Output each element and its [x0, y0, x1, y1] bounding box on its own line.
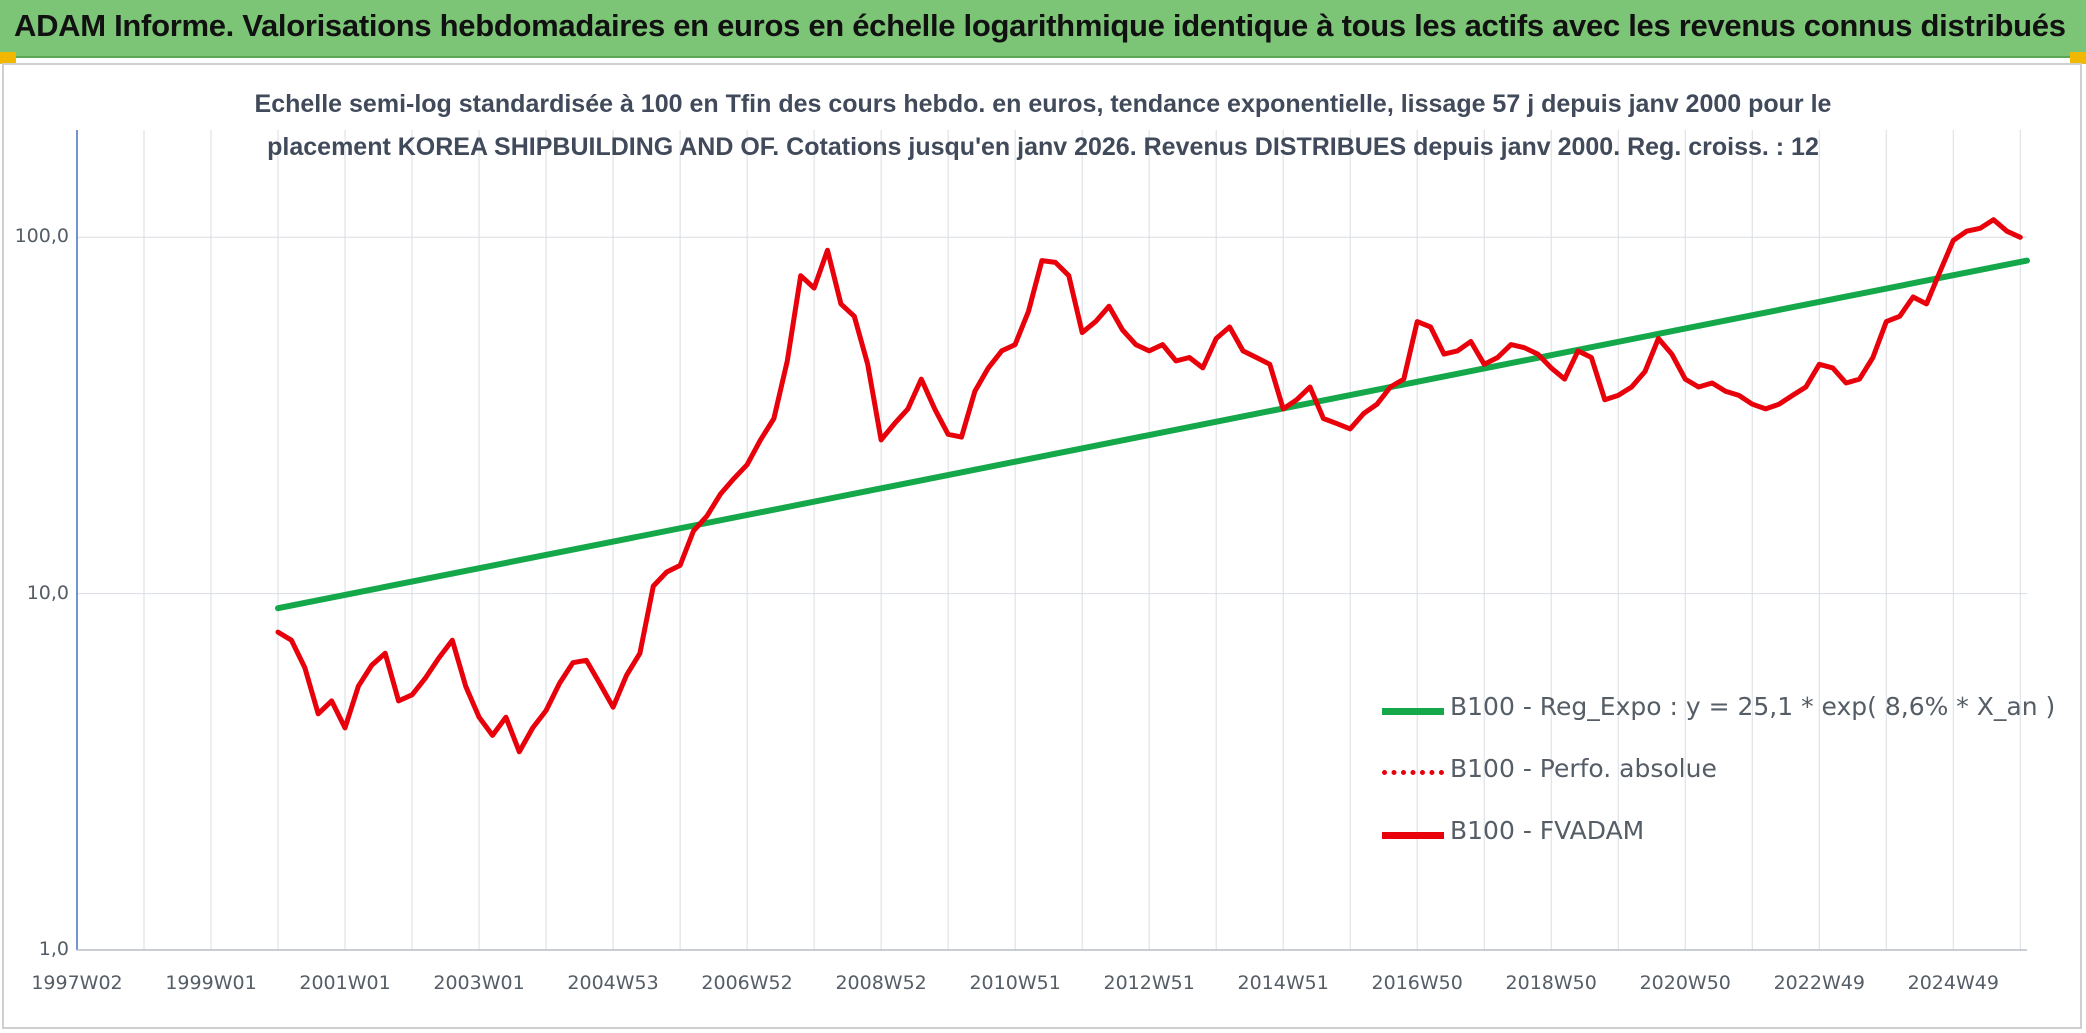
x-tick-label: 1997W02 [31, 972, 123, 994]
page-title: ADAM Informe. Valorisations hebdomadaire… [14, 8, 2066, 43]
x-tick-label: 1999W01 [165, 972, 257, 994]
legend-label-trend: B100 - Reg_Expo : y = 25,1 * exp( 8,6% *… [1450, 692, 2056, 721]
x-tick-label: 2003W01 [433, 972, 525, 994]
x-tick-label: 2006W52 [701, 972, 793, 994]
x-tick-label: 2022W49 [1773, 972, 1865, 994]
chart-subtitle-line-2: placement KOREA SHIPBUILDING AND OF. Cot… [267, 133, 1819, 161]
legend-item-trend: B100 - Reg_Expo : y = 25,1 * exp( 8,6% *… [1382, 684, 2055, 746]
corner-mark-left [0, 52, 16, 64]
legend-swatch-perfo [1382, 770, 1444, 775]
legend-swatch-trend [1382, 708, 1444, 715]
x-tick-label: 2020W50 [1639, 972, 1731, 994]
x-tick-label: 2001W01 [299, 972, 391, 994]
x-tick-label: 2008W52 [835, 972, 927, 994]
y-tick-label: 1,0 [38, 938, 69, 960]
series-line-fvadam [275, 217, 2023, 755]
x-tick-label: 2016W50 [1371, 972, 1463, 994]
chart-legend: B100 - Reg_Expo : y = 25,1 * exp( 8,6% *… [1382, 684, 2055, 870]
chart-frame [2, 63, 2082, 1029]
legend-item-perfo: B100 - Perfo. absolue [1382, 746, 1982, 808]
x-tick-label: 2018W50 [1505, 972, 1597, 994]
legend-label-fvadam: B100 - FVADAM [1450, 816, 1645, 845]
legend-label-perfo: B100 - Perfo. absolue [1450, 754, 1717, 783]
legend-swatch-fvadam [1382, 832, 1444, 839]
x-tick-label: 2012W51 [1103, 972, 1195, 994]
series-line-trend [275, 257, 2030, 612]
y-tick-label: 10,0 [26, 581, 69, 604]
header-bar: ADAM Informe. Valorisations hebdomadaire… [0, 0, 2086, 58]
x-tick-label: 2004W53 [567, 972, 659, 994]
y-tick-label: 100,0 [14, 225, 69, 248]
x-tick-label: 2024W49 [1907, 972, 1999, 994]
chart-subtitle-line-1: Echelle semi-log standardisée à 100 en T… [254, 90, 1832, 118]
corner-mark-right [2070, 52, 2086, 64]
legend-item-fvadam: B100 - FVADAM [1382, 808, 1982, 870]
x-tick-label: 2010W51 [969, 972, 1061, 994]
x-tick-label: 2014W51 [1237, 972, 1329, 994]
